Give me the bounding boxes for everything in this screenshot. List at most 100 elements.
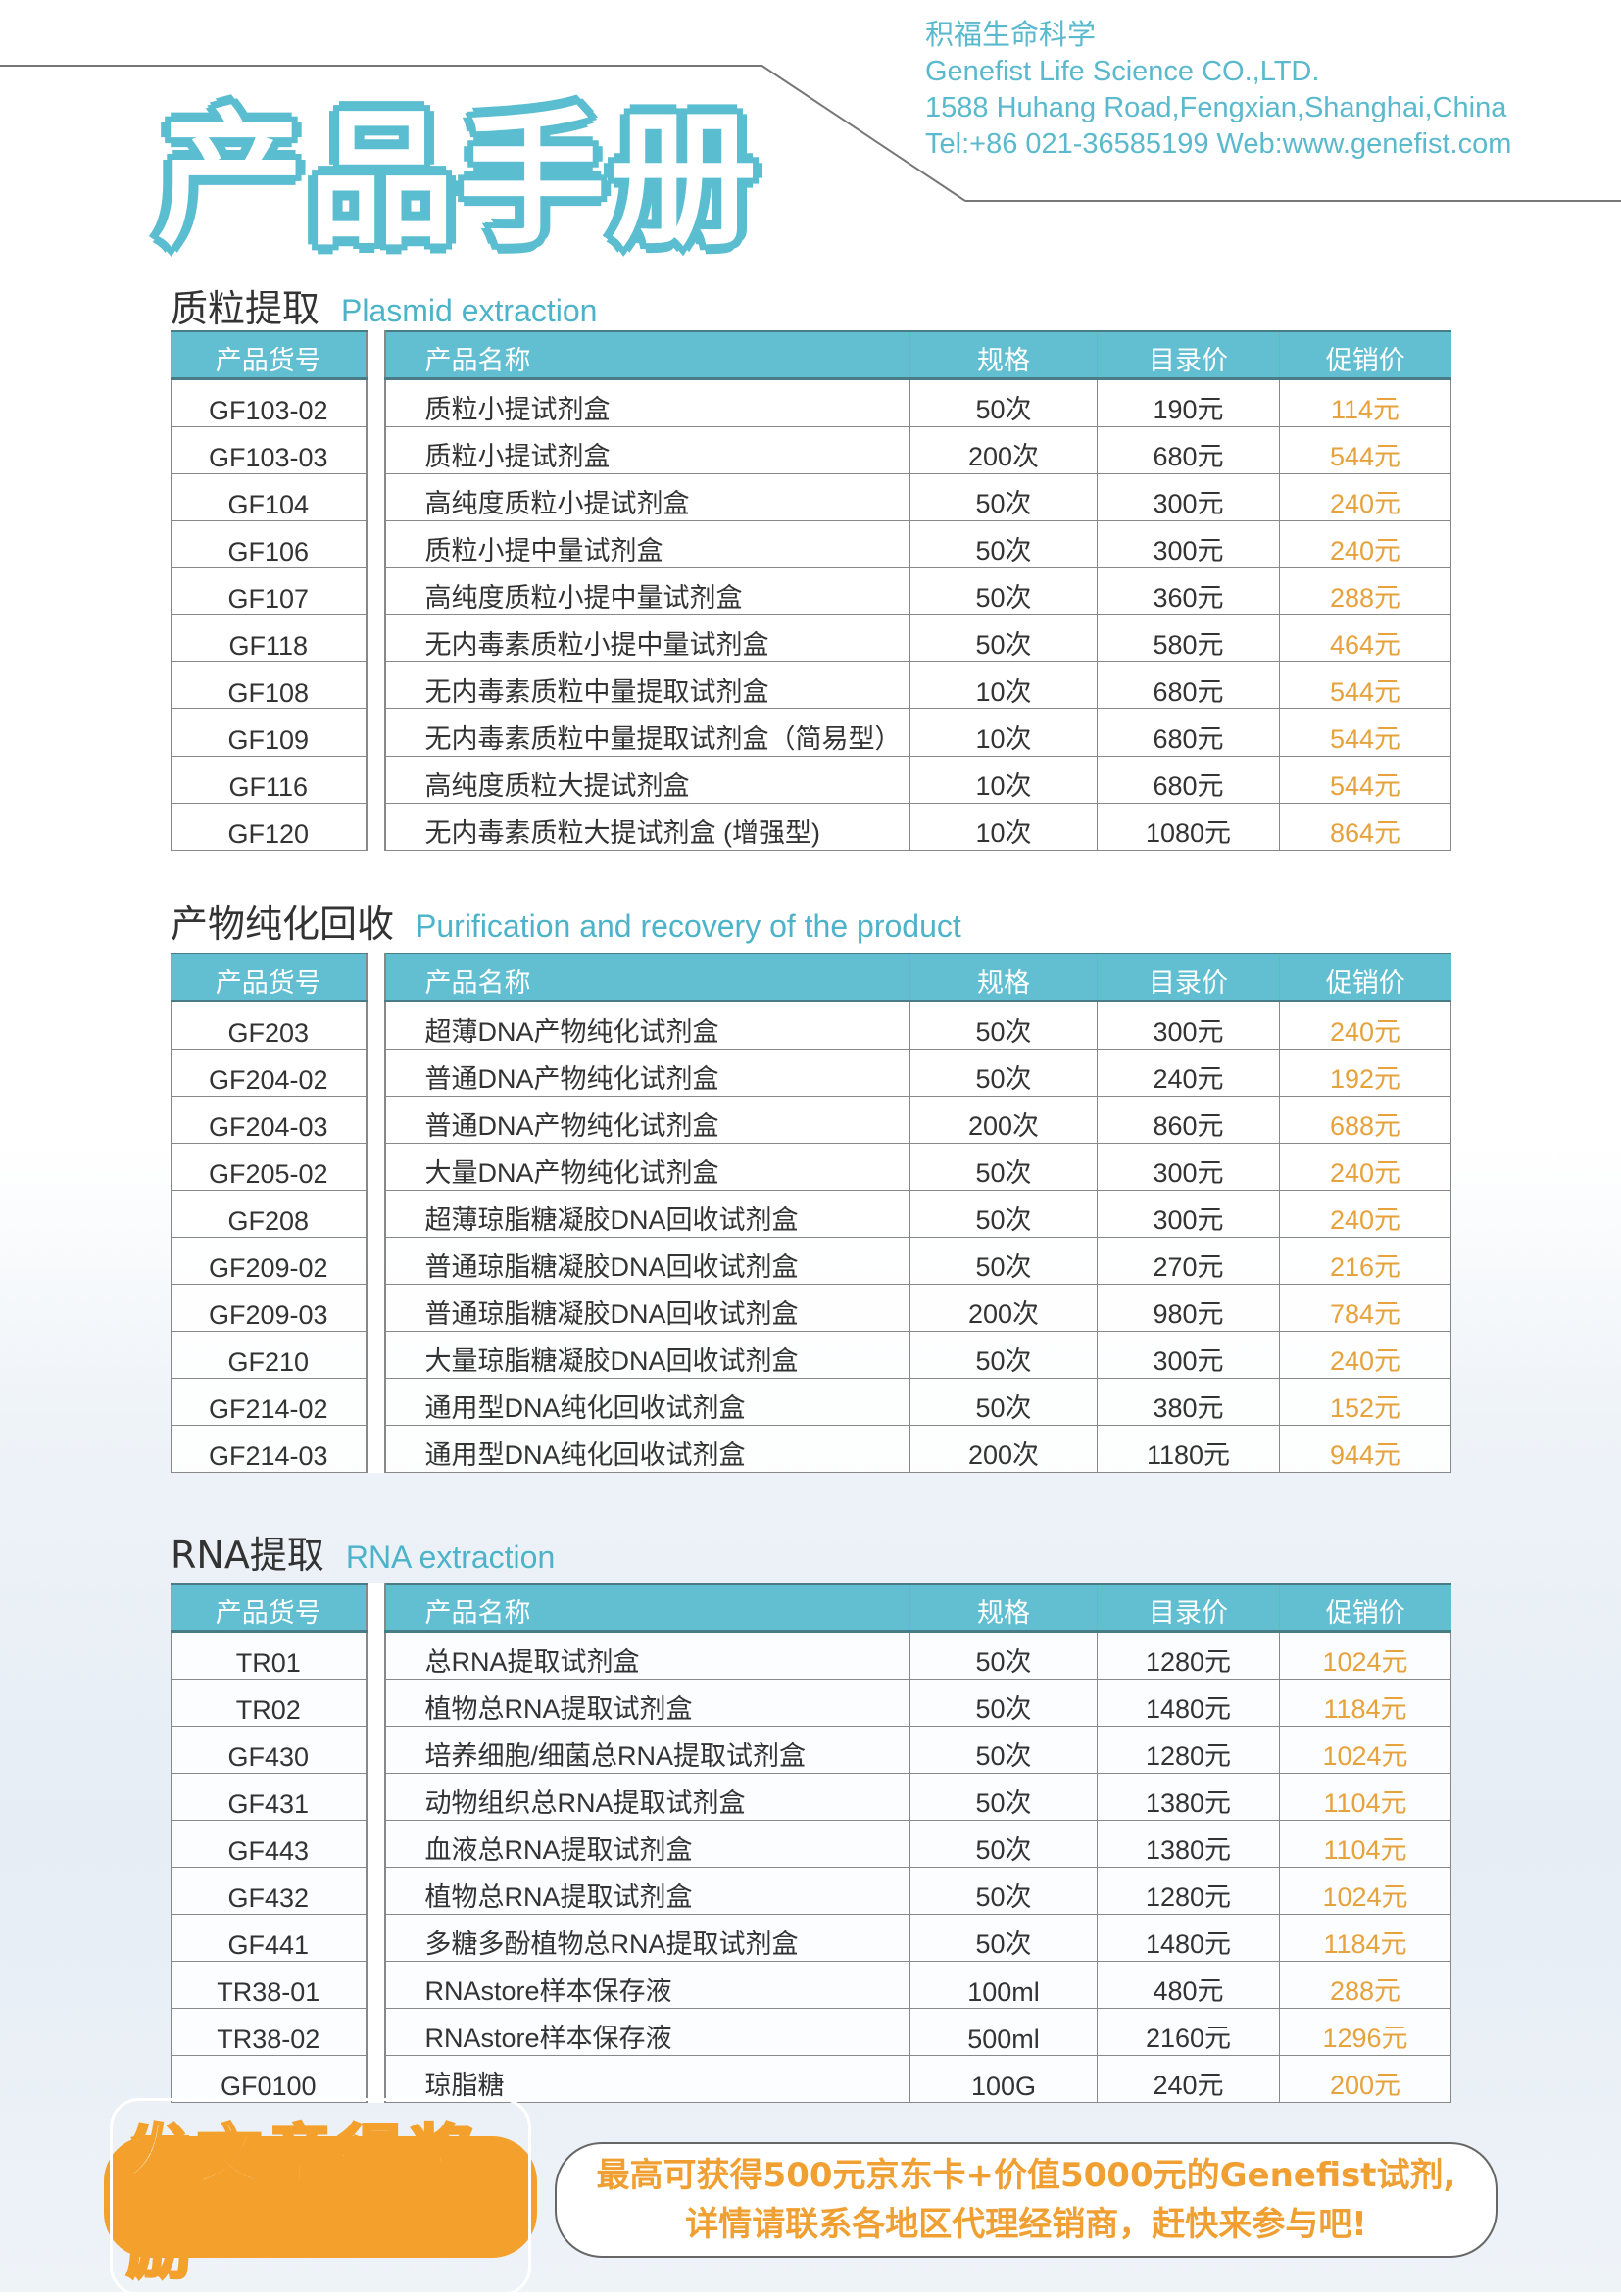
list-price: 1080元 [1097, 803, 1280, 851]
product-code: GF208 [171, 1190, 367, 1238]
product-name: 高纯度质粒大提试剂盒 [384, 756, 910, 804]
promo-price: 1104元 [1279, 1820, 1451, 1868]
table-row: GF209-02 普通琼脂糖凝胶DNA回收试剂盒 50次 270元 216元 [171, 1237, 1451, 1285]
spec: 50次 [909, 1331, 1098, 1379]
award-badge: 发文章得奖励 [110, 2098, 531, 2296]
promo-price: 544元 [1279, 661, 1451, 709]
table-row: GF209-03 普通琼脂糖凝胶DNA回收试剂盒 200次 980元 784元 [171, 1284, 1451, 1332]
table-row: GF120 无内毒素质粒大提试剂盒 (增强型) 10次 1080元 864元 [171, 803, 1451, 851]
list-price: 2160元 [1097, 2008, 1280, 2056]
column-header-spec: 规格 [909, 1583, 1098, 1633]
spec: 50次 [909, 1001, 1098, 1050]
header-divider-left [0, 65, 761, 67]
list-price: 680元 [1097, 661, 1280, 709]
column-header-product-code: 产品货号 [171, 1583, 367, 1633]
promo-price: 200元 [1279, 2055, 1451, 2103]
section-title-zh: 质粒提取 [171, 287, 320, 330]
column-gap [365, 661, 386, 709]
table-header: 产品货号 产品名称 规格 目录价 促销价 [171, 953, 1451, 1002]
table-row: GF103-03 质粒小提试剂盒 200次 680元 544元 [171, 426, 1451, 474]
column-gap [365, 1143, 386, 1191]
product-name: 高纯度质粒小提中量试剂盒 [384, 567, 910, 615]
section-title-en: Purification and recovery of the product [416, 908, 961, 944]
column-gap [365, 803, 386, 851]
company-contact: Tel:+86 021-36585199 Web:www.genefist.co… [925, 128, 1512, 160]
product-name: 总RNA提取试剂盒 [384, 1631, 910, 1680]
company-name-en: Genefist Life Science CO.,LTD. [925, 56, 1320, 87]
column-header-list-price: 目录价 [1097, 953, 1280, 1002]
table-row: GF0100 琼脂糖 100G 240元 200元 [171, 2055, 1451, 2103]
spec: 50次 [909, 1049, 1098, 1097]
section-title-en: Plasmid extraction [341, 293, 598, 328]
header-divider-diagonal [761, 65, 966, 202]
column-gap [365, 756, 386, 804]
product-code: GF118 [171, 614, 367, 662]
product-name: 通用型DNA纯化回收试剂盒 [384, 1378, 910, 1426]
product-table: 产品货号 产品名称 规格 目录价 促销价 GF203 超薄DNA产物纯化试剂盒 50次 300元… [171, 953, 1451, 1473]
spec: 500ml [909, 2008, 1098, 2056]
table-row: GF430 培养细胞/细菌总RNA提取试剂盒 50次 1280元 1024元 [171, 1726, 1451, 1774]
list-price: 680元 [1097, 708, 1280, 757]
list-price: 240元 [1097, 1049, 1280, 1097]
spec: 50次 [909, 1914, 1098, 1962]
column-gap [365, 1331, 386, 1379]
column-gap [365, 1773, 386, 1821]
product-code: GF430 [171, 1726, 367, 1774]
table-header: 产品货号 产品名称 规格 目录价 促销价 [171, 1583, 1451, 1633]
column-header-product-name: 产品名称 [384, 953, 910, 1002]
list-price: 1280元 [1097, 1631, 1280, 1680]
column-gap [365, 1961, 386, 2009]
promo-price: 240元 [1279, 1143, 1451, 1191]
column-gap [365, 953, 386, 1001]
list-price: 300元 [1097, 1331, 1280, 1379]
table-row: GF203 超薄DNA产物纯化试剂盒 50次 300元 240元 [171, 1001, 1451, 1050]
list-price: 300元 [1097, 520, 1280, 568]
spec: 10次 [909, 756, 1098, 804]
promo-price: 544元 [1279, 756, 1451, 804]
list-price: 580元 [1097, 614, 1280, 662]
list-price: 190元 [1097, 378, 1280, 427]
product-name: 血液总RNA提取试剂盒 [384, 1820, 910, 1868]
column-gap [365, 473, 386, 521]
company-address: 1588 Huhang Road,Fengxian,Shanghai,China [925, 92, 1507, 123]
table-row: GF204-02 普通DNA产物纯化试剂盒 50次 240元 192元 [171, 1049, 1451, 1097]
product-code: GF441 [171, 1914, 367, 1962]
product-code: GF0100 [171, 2055, 367, 2103]
promo-price: 152元 [1279, 1378, 1451, 1426]
product-name: 无内毒素质粒小提中量试剂盒 [384, 614, 910, 662]
product-code: GF106 [171, 520, 367, 568]
column-header-promo-price: 促销价 [1279, 330, 1451, 380]
spec: 200次 [909, 1096, 1098, 1144]
promo-price: 1024元 [1279, 1631, 1451, 1680]
product-name: RNAstore样本保存液 [384, 2008, 910, 2056]
spec: 200次 [909, 426, 1098, 474]
column-gap [365, 1631, 386, 1680]
column-header-product-name: 产品名称 [384, 1583, 910, 1633]
promo-price: 240元 [1279, 520, 1451, 568]
list-price: 300元 [1097, 1143, 1280, 1191]
section-title: RNA提取 RNA extraction [171, 1525, 555, 1579]
column-gap [365, 1820, 386, 1868]
table-row: GF109 无内毒素质粒中量提取试剂盒（简易型） 10次 680元 544元 [171, 708, 1451, 757]
promo-price: 688元 [1279, 1096, 1451, 1144]
spec: 50次 [909, 1631, 1098, 1680]
column-gap [365, 2055, 386, 2103]
product-code: GF120 [171, 803, 367, 851]
spec: 50次 [909, 1773, 1098, 1821]
product-code: GF432 [171, 1867, 367, 1915]
table-row: GF103-02 质粒小提试剂盒 50次 190元 114元 [171, 378, 1451, 427]
column-header-list-price: 目录价 [1097, 1583, 1280, 1633]
table-row: GF214-02 通用型DNA纯化回收试剂盒 50次 380元 152元 [171, 1378, 1451, 1426]
table-row: GF108 无内毒素质粒中量提取试剂盒 10次 680元 544元 [171, 661, 1451, 709]
column-gap [365, 2008, 386, 2056]
product-name: 大量琼脂糖凝胶DNA回收试剂盒 [384, 1331, 910, 1379]
promo-price: 1184元 [1279, 1914, 1451, 1962]
product-name: 无内毒素质粒中量提取试剂盒（简易型） [384, 708, 910, 757]
column-header-spec: 规格 [909, 953, 1098, 1002]
list-price: 1480元 [1097, 1679, 1280, 1727]
product-code: GF431 [171, 1773, 367, 1821]
product-name: 普通琼脂糖凝胶DNA回收试剂盒 [384, 1284, 910, 1332]
product-code: GF214-03 [171, 1425, 367, 1473]
product-name: RNAstore样本保存液 [384, 1961, 910, 2009]
product-code: GF104 [171, 473, 367, 521]
